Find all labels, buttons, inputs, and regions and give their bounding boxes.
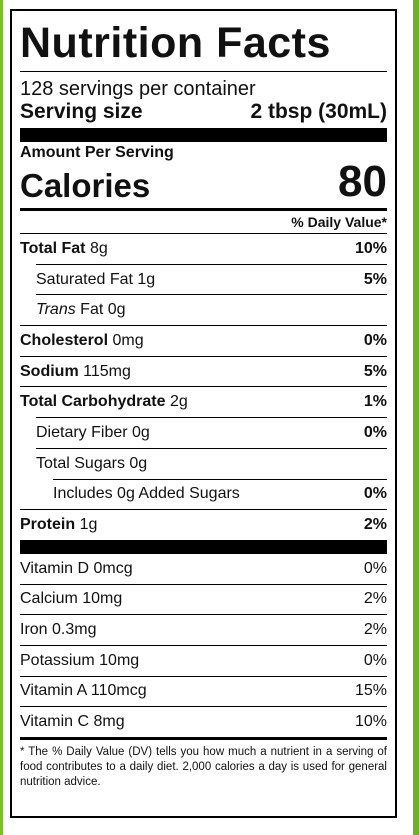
nutrient-dv: 2% bbox=[363, 516, 387, 534]
vitamin-label: Iron bbox=[20, 621, 48, 639]
vitamin-dv: 0% bbox=[363, 651, 387, 669]
nutrient-amount: 1g bbox=[79, 516, 98, 534]
serving-size-label: Serving size bbox=[20, 100, 143, 123]
vitamin-dv: 2% bbox=[363, 621, 387, 639]
nutrient-label: Total Carbohydrate bbox=[20, 393, 166, 411]
vitamin-amount: 0mcg bbox=[93, 559, 133, 577]
calories-label: Calories bbox=[20, 167, 151, 204]
servings-per-container: 128 servings per container bbox=[20, 78, 256, 100]
vitamin-label: Vitamin C bbox=[20, 713, 90, 731]
vitamin-row-vitamin-a: Vitamin A 110mcg 15% bbox=[20, 675, 387, 707]
calories-row: Calories 80 bbox=[20, 160, 387, 204]
nutrient-label: Includes 0g Added Sugars bbox=[53, 485, 240, 503]
amount-per-serving: Amount Per Serving bbox=[20, 144, 174, 161]
nutrient-row-protein: Protein 1g 2% bbox=[20, 509, 387, 540]
nutrient-dv: 10% bbox=[354, 239, 387, 257]
vitamin-label: Potassium bbox=[20, 651, 95, 669]
calories-value: 80 bbox=[338, 157, 387, 206]
divider bbox=[20, 71, 387, 72]
nutrient-amount: 2g bbox=[169, 393, 188, 411]
daily-value-header: % Daily Value* bbox=[291, 214, 387, 230]
nutrient-dv: 0% bbox=[363, 485, 387, 503]
vitamin-row-vitamin-d: Vitamin D 0mcg 0% bbox=[20, 554, 387, 584]
nutrient-dv: 1% bbox=[363, 393, 387, 411]
nutrient-row-added-sugars: Includes 0g Added Sugars 0% bbox=[53, 478, 387, 510]
vitamin-dv: 0% bbox=[363, 559, 387, 577]
nutrient-dv: 5% bbox=[363, 270, 387, 288]
nutrient-row-dietary-fiber: Dietary Fiber 0g 0% bbox=[36, 417, 387, 448]
nutrient-label-italic: Trans bbox=[36, 301, 76, 319]
vitamin-amount: 110mcg bbox=[90, 682, 147, 700]
left-green-edge bbox=[0, 0, 3, 835]
vitamin-label: Vitamin A bbox=[20, 682, 87, 700]
thick-divider bbox=[20, 128, 387, 142]
nutrient-label: Cholesterol bbox=[20, 331, 109, 349]
vitamin-amount: 10mg bbox=[82, 590, 123, 608]
vitamin-label: Vitamin D bbox=[20, 559, 90, 577]
right-green-edge bbox=[413, 0, 419, 835]
vitamin-row-iron: Iron 0.3mg 2% bbox=[20, 614, 387, 645]
nutrient-amount: 115mg bbox=[83, 362, 131, 380]
vitamin-amount: 8mg bbox=[93, 713, 125, 731]
nutrient-label: Protein bbox=[20, 516, 76, 534]
serving-size-row: Serving size 2 tbsp (30mL) bbox=[20, 100, 387, 124]
nutrient-amount: 0g bbox=[107, 301, 126, 319]
nutrient-label: Saturated Fat bbox=[36, 270, 133, 288]
daily-value-footnote: * The % Daily Value (DV) tells you how m… bbox=[20, 737, 387, 790]
nutrient-row-total-carbohydrate: Total Carbohydrate 2g 1% bbox=[20, 386, 387, 417]
nutrient-label: Fat bbox=[80, 301, 104, 319]
nutrient-row-sodium: Sodium 115mg 5% bbox=[20, 355, 387, 387]
nutrient-label: Sodium bbox=[20, 362, 79, 380]
nutrition-facts-label: Nutrition Facts 128 servings per contain… bbox=[10, 9, 397, 818]
nutrient-row-trans-fat: Trans Fat 0g bbox=[36, 294, 387, 325]
vitamin-amount: 0.3mg bbox=[52, 621, 97, 639]
nutrient-label: Total Sugars bbox=[36, 454, 125, 472]
thick-divider bbox=[20, 539, 387, 554]
nutrient-row-total-sugars: Total Sugars 0g bbox=[36, 447, 387, 479]
nutrient-amount: 8g bbox=[89, 239, 108, 257]
vitamin-dv: 10% bbox=[354, 713, 387, 731]
nutrient-amount: 1g bbox=[137, 270, 156, 288]
nutrient-amount: 0mg bbox=[112, 331, 144, 349]
nutrient-row-saturated-fat: Saturated Fat 1g 5% bbox=[36, 263, 387, 295]
vitamin-label: Calcium bbox=[20, 590, 78, 608]
nutrient-amount: 0g bbox=[132, 423, 150, 441]
nutrient-amount: 0g bbox=[129, 454, 148, 472]
nutrient-row-cholesterol: Cholesterol 0mg 0% bbox=[20, 325, 387, 356]
label-title: Nutrition Facts bbox=[20, 19, 331, 67]
vitamin-row-potassium: Potassium 10mg 0% bbox=[20, 644, 387, 676]
vitamin-amount: 10mg bbox=[99, 651, 140, 669]
nutrient-dv: 0% bbox=[363, 331, 387, 349]
nutrient-row-total-fat: Total Fat 8g 10% bbox=[20, 233, 387, 264]
nutrient-dv: 0% bbox=[363, 423, 387, 441]
serving-size-value: 2 tbsp (30mL) bbox=[250, 100, 387, 123]
vitamin-row-vitamin-c: Vitamin C 8mg 10% bbox=[20, 706, 387, 737]
nutrient-label: Total Fat bbox=[20, 239, 86, 257]
nutrient-dv: 5% bbox=[363, 362, 387, 380]
divider bbox=[20, 208, 387, 211]
vitamin-dv: 15% bbox=[354, 682, 387, 700]
nutrient-label: Dietary Fiber bbox=[36, 423, 128, 441]
vitamin-dv: 2% bbox=[363, 590, 387, 608]
vitamin-row-calcium: Calcium 10mg 2% bbox=[20, 583, 387, 615]
